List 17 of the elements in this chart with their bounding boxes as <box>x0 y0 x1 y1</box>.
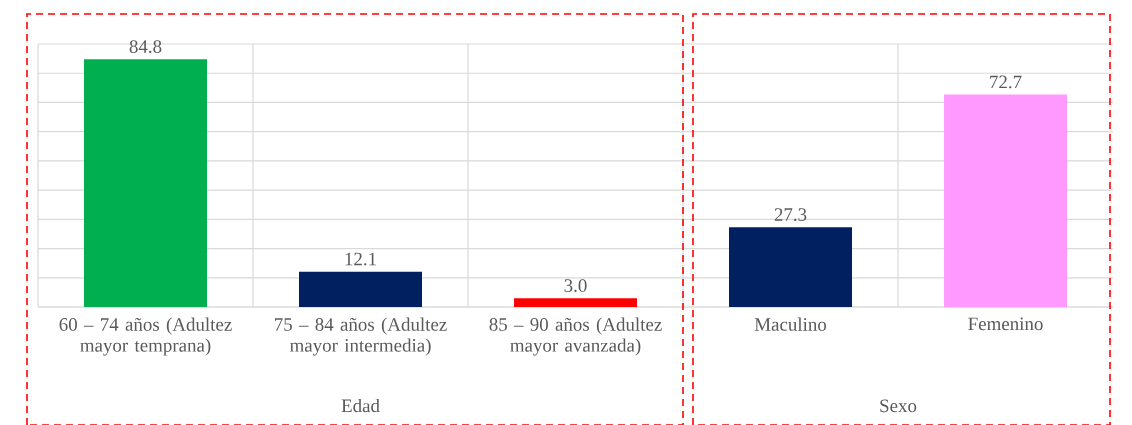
bar <box>944 94 1068 307</box>
x-tick-label: 85 – 90 años (Adultez mayor avanzada) <box>489 317 662 356</box>
bar <box>84 59 208 307</box>
x-tick-label: Maculino <box>754 317 827 331</box>
bar <box>299 271 423 307</box>
x-tick-label: 60 – 74 años (Adultez mayor temprana) <box>59 317 232 356</box>
bar <box>729 227 853 307</box>
bar <box>514 298 638 307</box>
data-label: 3.0 <box>564 279 587 293</box>
text: Edad <box>341 398 380 413</box>
data-label: 72.7 <box>990 75 1022 89</box>
data-label: 27.3 <box>774 208 807 222</box>
data-label: 12.1 <box>345 252 376 266</box>
data-label: 84.8 <box>129 40 162 53</box>
x-tick-label: Femenino <box>968 317 1043 331</box>
x-tick-label: 75 – 84 años (Adultez mayor intermedia) <box>275 317 447 356</box>
text: Sexo <box>880 399 917 413</box>
